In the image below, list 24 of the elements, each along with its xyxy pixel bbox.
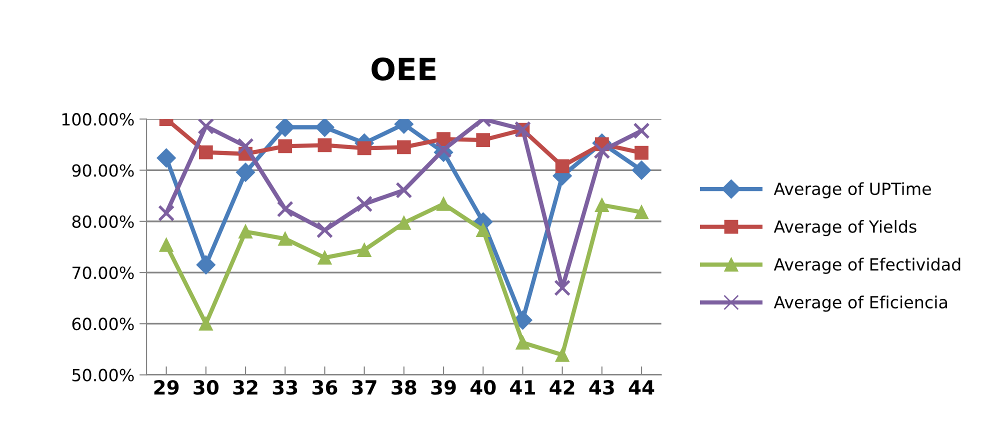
x-tick-label: 39 bbox=[431, 380, 456, 395]
chart-title: OEE bbox=[372, 58, 436, 81]
x-tick-label: 37 bbox=[352, 380, 376, 395]
y-tick-label: 80.00% bbox=[72, 215, 134, 228]
legend-label: Average of Yields bbox=[774, 220, 916, 236]
x-tick-label: 43 bbox=[589, 380, 614, 395]
y-tick-label: 50.00% bbox=[72, 368, 134, 382]
y-tick-label: 70.00% bbox=[72, 266, 134, 280]
legend-label: Average of Eficiencia bbox=[774, 296, 947, 312]
x-tick-label: 41 bbox=[510, 380, 535, 394]
x-tick-label: 29 bbox=[154, 380, 179, 395]
x-tick-label: 33 bbox=[272, 380, 298, 395]
y-tick-label: 90.00% bbox=[72, 164, 134, 177]
x-tick-label: 38 bbox=[392, 380, 416, 395]
x-tick-label: 30 bbox=[194, 380, 219, 395]
legend-label: Average of UPTime bbox=[774, 182, 931, 198]
x-tick-label: 42 bbox=[550, 380, 574, 394]
x-tick-label: 32 bbox=[233, 380, 258, 395]
y-tick-label: 100.00% bbox=[62, 113, 134, 126]
legend-label: Average of Efectividad bbox=[774, 258, 960, 274]
x-tick-label: 40 bbox=[470, 380, 496, 395]
x-tick-label: 36 bbox=[312, 380, 338, 395]
x-tick-label: 44 bbox=[628, 380, 654, 394]
y-tick-label: 60.00% bbox=[72, 318, 134, 330]
